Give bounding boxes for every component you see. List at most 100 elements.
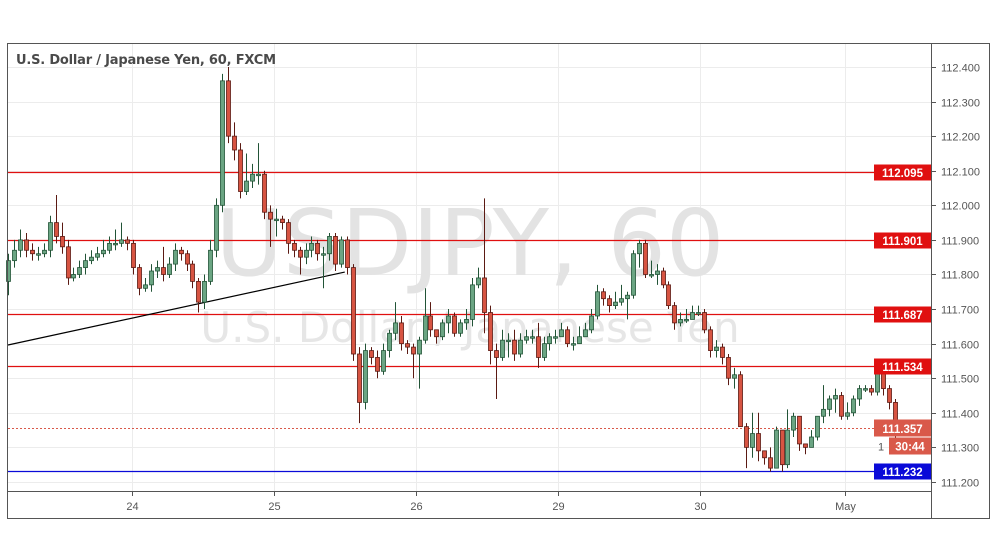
candle-up xyxy=(559,329,564,338)
y-tick-label: 112.400 xyxy=(941,63,980,75)
x-tick-label: 25 xyxy=(268,501,280,513)
candle-up xyxy=(649,274,654,277)
price-axis[interactable]: 111.200 111.300 111.400 111.500 111.600 111.7… xyxy=(931,63,980,490)
candle-down xyxy=(488,312,493,351)
horizontal-levels xyxy=(7,171,931,473)
candle-up xyxy=(71,274,76,279)
candle-down xyxy=(762,450,767,459)
candle-up xyxy=(595,291,600,317)
trendline xyxy=(7,271,345,346)
candle-down xyxy=(744,426,749,448)
x-tick-label: 26 xyxy=(410,501,422,513)
candle-up xyxy=(714,346,719,351)
candle-up xyxy=(809,436,814,448)
candle-down xyxy=(482,277,487,313)
candle-up xyxy=(143,284,148,289)
candle-down xyxy=(292,242,297,251)
candle-up xyxy=(202,280,207,303)
candle-down xyxy=(315,242,320,255)
watermark-symbol: USDJPY, 60 xyxy=(216,190,725,297)
candle-up xyxy=(250,173,255,182)
candle-up xyxy=(690,312,695,320)
candle-up xyxy=(637,242,642,255)
candle-down xyxy=(428,315,433,331)
candle-down xyxy=(756,433,761,452)
candle-down xyxy=(768,457,773,469)
candle-up xyxy=(553,336,558,339)
candle-up xyxy=(619,298,624,303)
candle-down xyxy=(268,211,273,220)
candle-up xyxy=(155,267,160,272)
candle-down xyxy=(125,239,130,244)
candle-up xyxy=(524,336,529,341)
candle-up xyxy=(857,388,862,400)
candle-down xyxy=(565,329,570,345)
candle-up xyxy=(381,350,386,372)
candle-down xyxy=(54,222,59,237)
last-price-label: 111.357 xyxy=(882,424,922,436)
candle-up xyxy=(387,332,392,351)
candle-up xyxy=(256,173,261,177)
candle-down xyxy=(726,357,731,379)
candle-down xyxy=(369,350,374,358)
candle-down xyxy=(512,339,517,355)
y-tick-label: 112.000 xyxy=(941,201,980,213)
candle-down xyxy=(66,246,71,279)
candle-up xyxy=(220,80,225,206)
candle-up xyxy=(113,242,118,246)
level-label: 111.901 xyxy=(882,236,923,248)
level-label: 111.534 xyxy=(882,362,923,374)
candle-down xyxy=(161,267,166,275)
candle-down xyxy=(345,239,350,268)
x-tick-label: 29 xyxy=(552,501,564,513)
candle-up xyxy=(732,374,737,379)
y-tick-label: 112.200 xyxy=(941,132,980,144)
candle-up xyxy=(167,263,172,275)
candle-up xyxy=(464,319,469,324)
y-tick-label: 111.900 xyxy=(941,236,979,248)
candle-up xyxy=(48,222,53,251)
time-axis[interactable]: 24 25 26 29 30 May xyxy=(126,491,856,513)
y-tick-label: 111.600 xyxy=(941,340,979,352)
candle-down xyxy=(536,336,541,358)
level-label-bg xyxy=(874,358,931,375)
watermark-name: U.S. Dollar / Japanese Yen xyxy=(200,303,739,352)
y-tick-label: 111.200 xyxy=(941,478,979,490)
candle-up xyxy=(542,343,547,358)
candle-up xyxy=(393,322,398,334)
candle-up xyxy=(821,408,826,417)
candle-down xyxy=(238,149,243,192)
candle-down xyxy=(452,315,457,334)
y-tick-label: 112.100 xyxy=(941,167,980,179)
candle-up xyxy=(678,319,683,324)
candle-up xyxy=(309,242,314,251)
candle-up xyxy=(577,336,582,345)
candle-down xyxy=(24,239,29,251)
candle-up xyxy=(458,322,463,334)
candle-up xyxy=(684,319,689,322)
candle-down xyxy=(601,291,606,300)
candle-up xyxy=(149,270,154,286)
candle-down xyxy=(190,263,195,282)
candle-up xyxy=(208,249,213,282)
candle-down xyxy=(351,267,356,355)
candle-up xyxy=(613,301,618,307)
candles xyxy=(6,67,898,472)
candle-up xyxy=(696,312,701,315)
candle-up xyxy=(470,284,475,320)
candle-down xyxy=(232,135,237,151)
candle-down xyxy=(672,305,677,324)
candle-down xyxy=(738,374,743,428)
candle-down xyxy=(333,236,338,265)
candle-down xyxy=(839,395,844,417)
candle-up xyxy=(518,339,523,355)
countdown-label: 30:44 xyxy=(895,442,925,454)
x-tick-label: May xyxy=(835,501,856,513)
candle-up xyxy=(89,256,94,262)
candle-up xyxy=(791,415,796,431)
candle-up xyxy=(274,218,279,222)
candle-down xyxy=(226,80,231,137)
level-label-bg xyxy=(874,232,931,249)
candle-down xyxy=(708,329,713,351)
